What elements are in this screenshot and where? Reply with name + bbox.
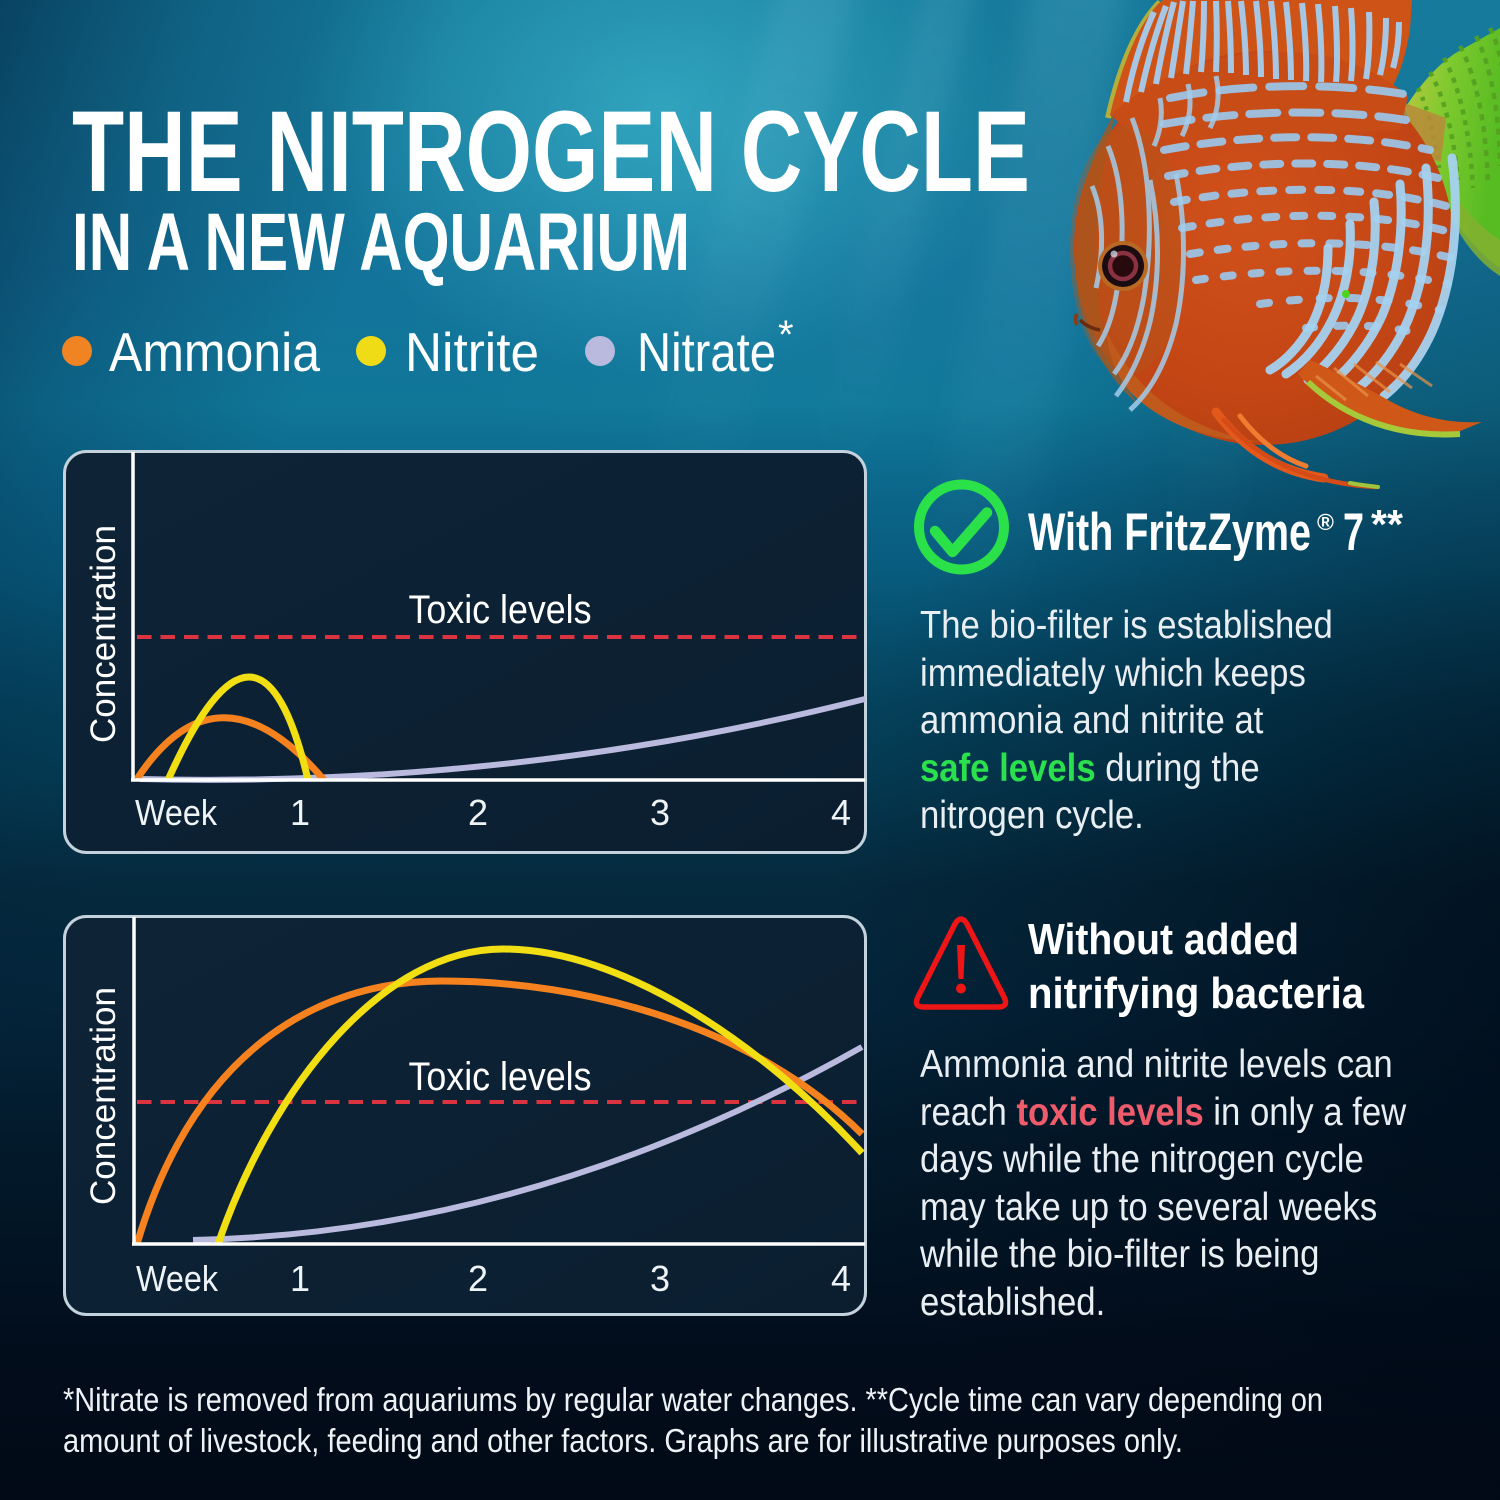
svg-text:nitrifying bacteria: nitrifying bacteria	[1028, 969, 1364, 1018]
svg-text:Nitrate: Nitrate	[637, 321, 776, 383]
svg-text:Nitrite: Nitrite	[405, 321, 539, 383]
svg-text:Ammonia: Ammonia	[109, 321, 320, 383]
svg-text:Concentration: Concentration	[84, 987, 123, 1205]
svg-text:Week: Week	[135, 792, 218, 833]
svg-text:Week: Week	[136, 1258, 219, 1299]
svg-text:IN A NEW AQUARIUM: IN A NEW AQUARIUM	[72, 197, 690, 288]
svg-text:3: 3	[650, 1258, 670, 1299]
svg-text:Toxic levels: Toxic levels	[409, 1055, 592, 1099]
svg-text:amount of livestock, feeding a: amount of livestock, feeding and other f…	[63, 1422, 1183, 1459]
svg-text:*Nitrate is removed from aquar: *Nitrate is removed from aquariums by re…	[63, 1381, 1323, 1418]
svg-text:4: 4	[831, 1258, 851, 1299]
svg-text:4: 4	[831, 792, 851, 833]
svg-text:Toxic levels: Toxic levels	[409, 588, 592, 632]
svg-text:®: ®	[1317, 509, 1334, 535]
svg-text:*: *	[778, 313, 794, 357]
svg-text:Concentration: Concentration	[84, 525, 123, 743]
svg-text:1: 1	[290, 792, 310, 833]
svg-text:Without added: Without added	[1028, 915, 1299, 964]
svg-text:2: 2	[468, 1258, 488, 1299]
svg-text:THE NITROGEN CYCLE: THE NITROGEN CYCLE	[72, 88, 1030, 216]
svg-text:7: 7	[1343, 503, 1364, 562]
svg-text:2: 2	[468, 792, 488, 833]
svg-text:3: 3	[650, 792, 670, 833]
svg-text:With FritzZyme: With FritzZyme	[1028, 503, 1311, 562]
svg-text:**: **	[1371, 501, 1403, 547]
svg-text:1: 1	[290, 1258, 310, 1299]
